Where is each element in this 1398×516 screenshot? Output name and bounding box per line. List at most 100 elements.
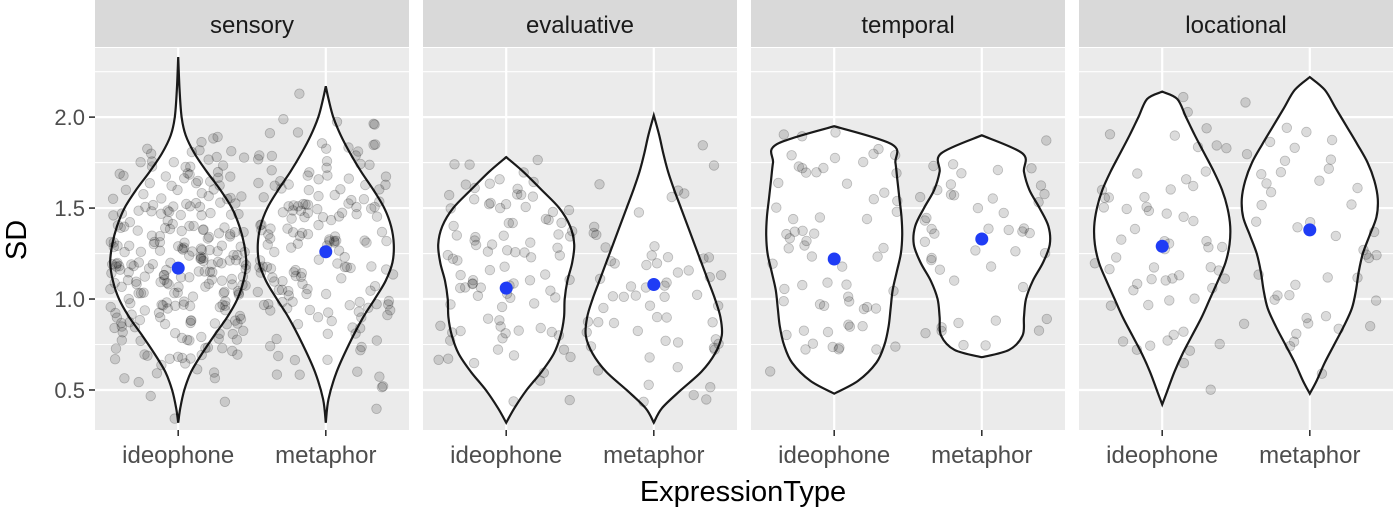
data-point [1103, 192, 1115, 203]
data-point [187, 291, 199, 302]
data-point [159, 269, 170, 281]
data-point [196, 349, 207, 361]
data-point [464, 159, 475, 170]
data-point [111, 261, 122, 272]
data-point [343, 173, 355, 184]
data-point [142, 143, 153, 155]
data-point [540, 213, 552, 225]
data-point [130, 276, 142, 287]
data-point [547, 206, 559, 218]
data-point [324, 236, 335, 247]
data-point [114, 168, 125, 180]
data-point [176, 225, 187, 237]
data-point [797, 225, 808, 237]
data-point [195, 243, 207, 254]
data-point [661, 277, 672, 288]
data-point [594, 179, 605, 190]
data-point [879, 187, 890, 198]
data-point [672, 185, 684, 196]
data-point [236, 191, 247, 202]
data-point [1221, 142, 1232, 154]
x-tick-label: metaphor [603, 442, 704, 469]
data-point [1169, 130, 1181, 141]
data-point [126, 259, 137, 270]
data-point [1188, 215, 1199, 227]
data-point [276, 284, 288, 296]
data-point [235, 313, 247, 325]
data-point [263, 298, 274, 310]
data-point [146, 156, 158, 167]
data-point [116, 281, 127, 293]
data-point [381, 264, 392, 275]
data-point [265, 223, 276, 234]
data-point [672, 362, 683, 373]
data-point [870, 303, 882, 314]
data-point [212, 256, 224, 268]
data-point [283, 179, 294, 190]
data-point [371, 335, 383, 346]
data-point [1320, 311, 1332, 322]
data-point [868, 148, 879, 160]
data-point [288, 200, 299, 211]
data-point [1201, 235, 1212, 247]
data-point [1352, 182, 1363, 194]
data-point [265, 341, 276, 352]
data-point [502, 245, 513, 256]
data-point [1301, 312, 1312, 324]
data-point [146, 161, 158, 172]
data-point [288, 227, 299, 238]
data-point [304, 167, 315, 178]
data-point [115, 222, 126, 234]
data-point [227, 279, 238, 290]
data-point [312, 312, 324, 323]
data-point [1178, 357, 1190, 369]
data-point [226, 145, 237, 157]
data-point [1364, 321, 1376, 332]
data-point [112, 220, 124, 231]
data-point [116, 208, 128, 219]
data-point [697, 140, 709, 151]
data-point [1241, 148, 1253, 160]
data-point [661, 312, 672, 323]
data-point [1144, 340, 1156, 351]
data-point [494, 315, 505, 326]
data-point [179, 237, 190, 248]
data-point [524, 275, 536, 286]
data-point [1017, 226, 1028, 237]
data-point [142, 350, 153, 361]
data-point [565, 351, 576, 363]
data-point [1143, 205, 1155, 217]
data-point [1216, 241, 1228, 253]
data-point [643, 379, 654, 391]
data-point [992, 164, 1004, 176]
data-point [858, 303, 870, 315]
data-point [240, 260, 252, 271]
data-point [111, 312, 123, 323]
data-point [233, 287, 245, 299]
data-point [300, 199, 311, 210]
data-point [299, 211, 310, 223]
data-point [582, 316, 594, 327]
data-point [558, 344, 570, 355]
data-point [701, 394, 712, 405]
data-point [351, 208, 362, 220]
facet-strip-temporal [751, 0, 1065, 47]
data-point [203, 231, 215, 243]
data-point [313, 190, 324, 202]
data-point [829, 152, 841, 164]
data-point [214, 180, 225, 191]
data-point [216, 275, 228, 286]
data-point [972, 202, 984, 214]
data-point [169, 413, 180, 424]
data-point [159, 274, 170, 286]
data-point [788, 213, 799, 225]
data-point [814, 299, 826, 310]
facet-strip-label: locational [1185, 12, 1286, 39]
y-tick-label: 1.5 [54, 196, 85, 221]
data-point [659, 291, 670, 303]
data-point [184, 201, 196, 212]
data-point [449, 159, 460, 170]
data-point [538, 367, 550, 379]
data-point [203, 278, 215, 290]
data-point [322, 354, 333, 366]
